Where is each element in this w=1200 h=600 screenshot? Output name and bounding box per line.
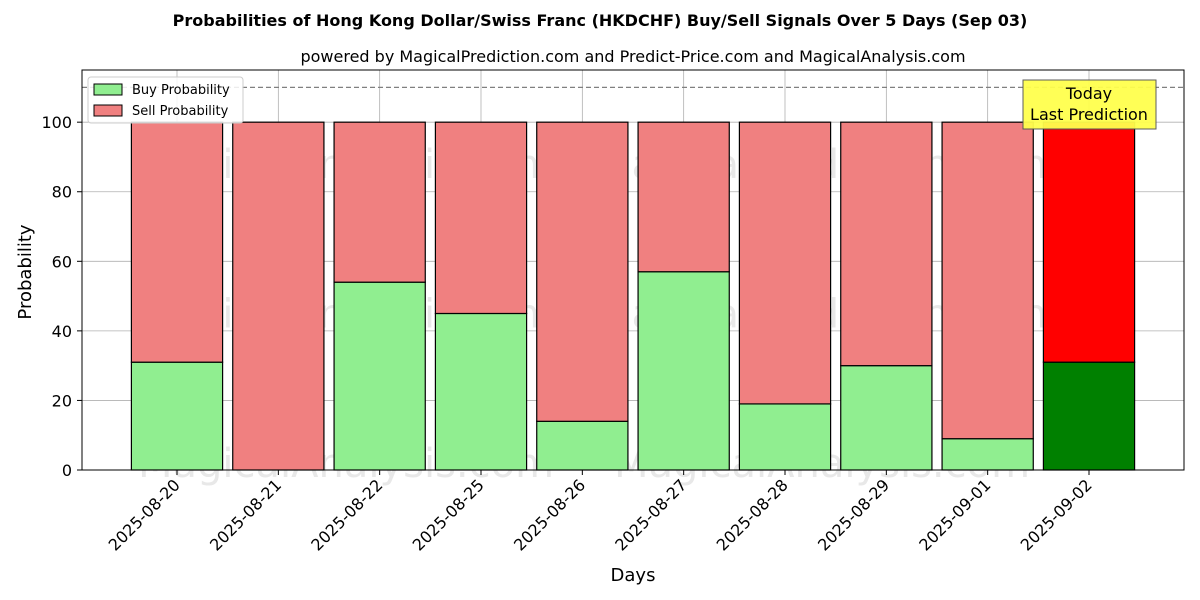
x-tick-label: 2025-08-20 — [105, 475, 184, 554]
chart-subtitle: powered by MagicalPrediction.com and Pre… — [300, 47, 965, 66]
x-tick-label: 2025-08-22 — [307, 475, 386, 554]
x-tick-label: 2025-08-26 — [510, 475, 589, 554]
bar-sell — [941, 121, 1034, 440]
plot-frame — [81, 69, 1185, 471]
y-axis-label: Probability — [15, 224, 36, 319]
bar-buy — [333, 281, 426, 471]
legend-swatch — [93, 104, 123, 117]
bar-sell — [637, 121, 730, 273]
x-axis-label: Days — [611, 565, 656, 586]
bar-buy — [434, 312, 528, 471]
bar-sell — [434, 121, 528, 315]
x-tick-label: 2025-08-27 — [611, 475, 690, 554]
annotation-text: Last Prediction — [1030, 105, 1148, 124]
x-tick-label: 2025-08-28 — [713, 475, 792, 554]
x-tick-label: 2025-08-21 — [206, 475, 285, 554]
legend-label: Buy Probability — [132, 83, 230, 98]
bar-sell — [738, 121, 832, 405]
y-tick-label: 60 — [52, 252, 72, 271]
bar-sell — [333, 121, 426, 283]
annotation-box — [1022, 79, 1157, 130]
y-tick-label: 40 — [52, 322, 72, 341]
x-tick-label: 2025-09-01 — [915, 475, 994, 554]
legend-swatch — [93, 83, 123, 96]
bar-buy — [536, 420, 629, 471]
chart-title: Probabilities of Hong Kong Dollar/Swiss … — [173, 11, 1028, 30]
x-tick-label: 2025-08-25 — [409, 475, 488, 554]
bar-buy — [941, 438, 1034, 471]
bar-sell — [1042, 121, 1136, 363]
y-tick-label: 20 — [52, 391, 72, 410]
legend-box — [87, 76, 244, 124]
bar-sell — [130, 121, 224, 363]
annotation-text: Today — [1065, 84, 1112, 103]
bar-sell — [840, 121, 933, 367]
y-tick-label: 80 — [52, 183, 72, 202]
bar-buy — [1042, 361, 1136, 471]
y-tick-label: 100 — [41, 113, 72, 132]
bar-buy — [637, 271, 730, 471]
bar-buy — [130, 361, 224, 471]
plot-area: MagicalAnalysis.comMagicalPrediction.com… — [41, 69, 1185, 555]
bar-sell — [536, 121, 629, 422]
y-tick-label: 0 — [62, 461, 72, 480]
bar-buy — [840, 365, 933, 471]
x-tick-label: 2025-08-29 — [814, 475, 893, 554]
x-tick-label: 2025-09-02 — [1017, 475, 1096, 554]
bar-sell — [232, 121, 325, 471]
legend-label: Sell Probability — [132, 104, 229, 119]
bar-buy — [738, 403, 832, 471]
